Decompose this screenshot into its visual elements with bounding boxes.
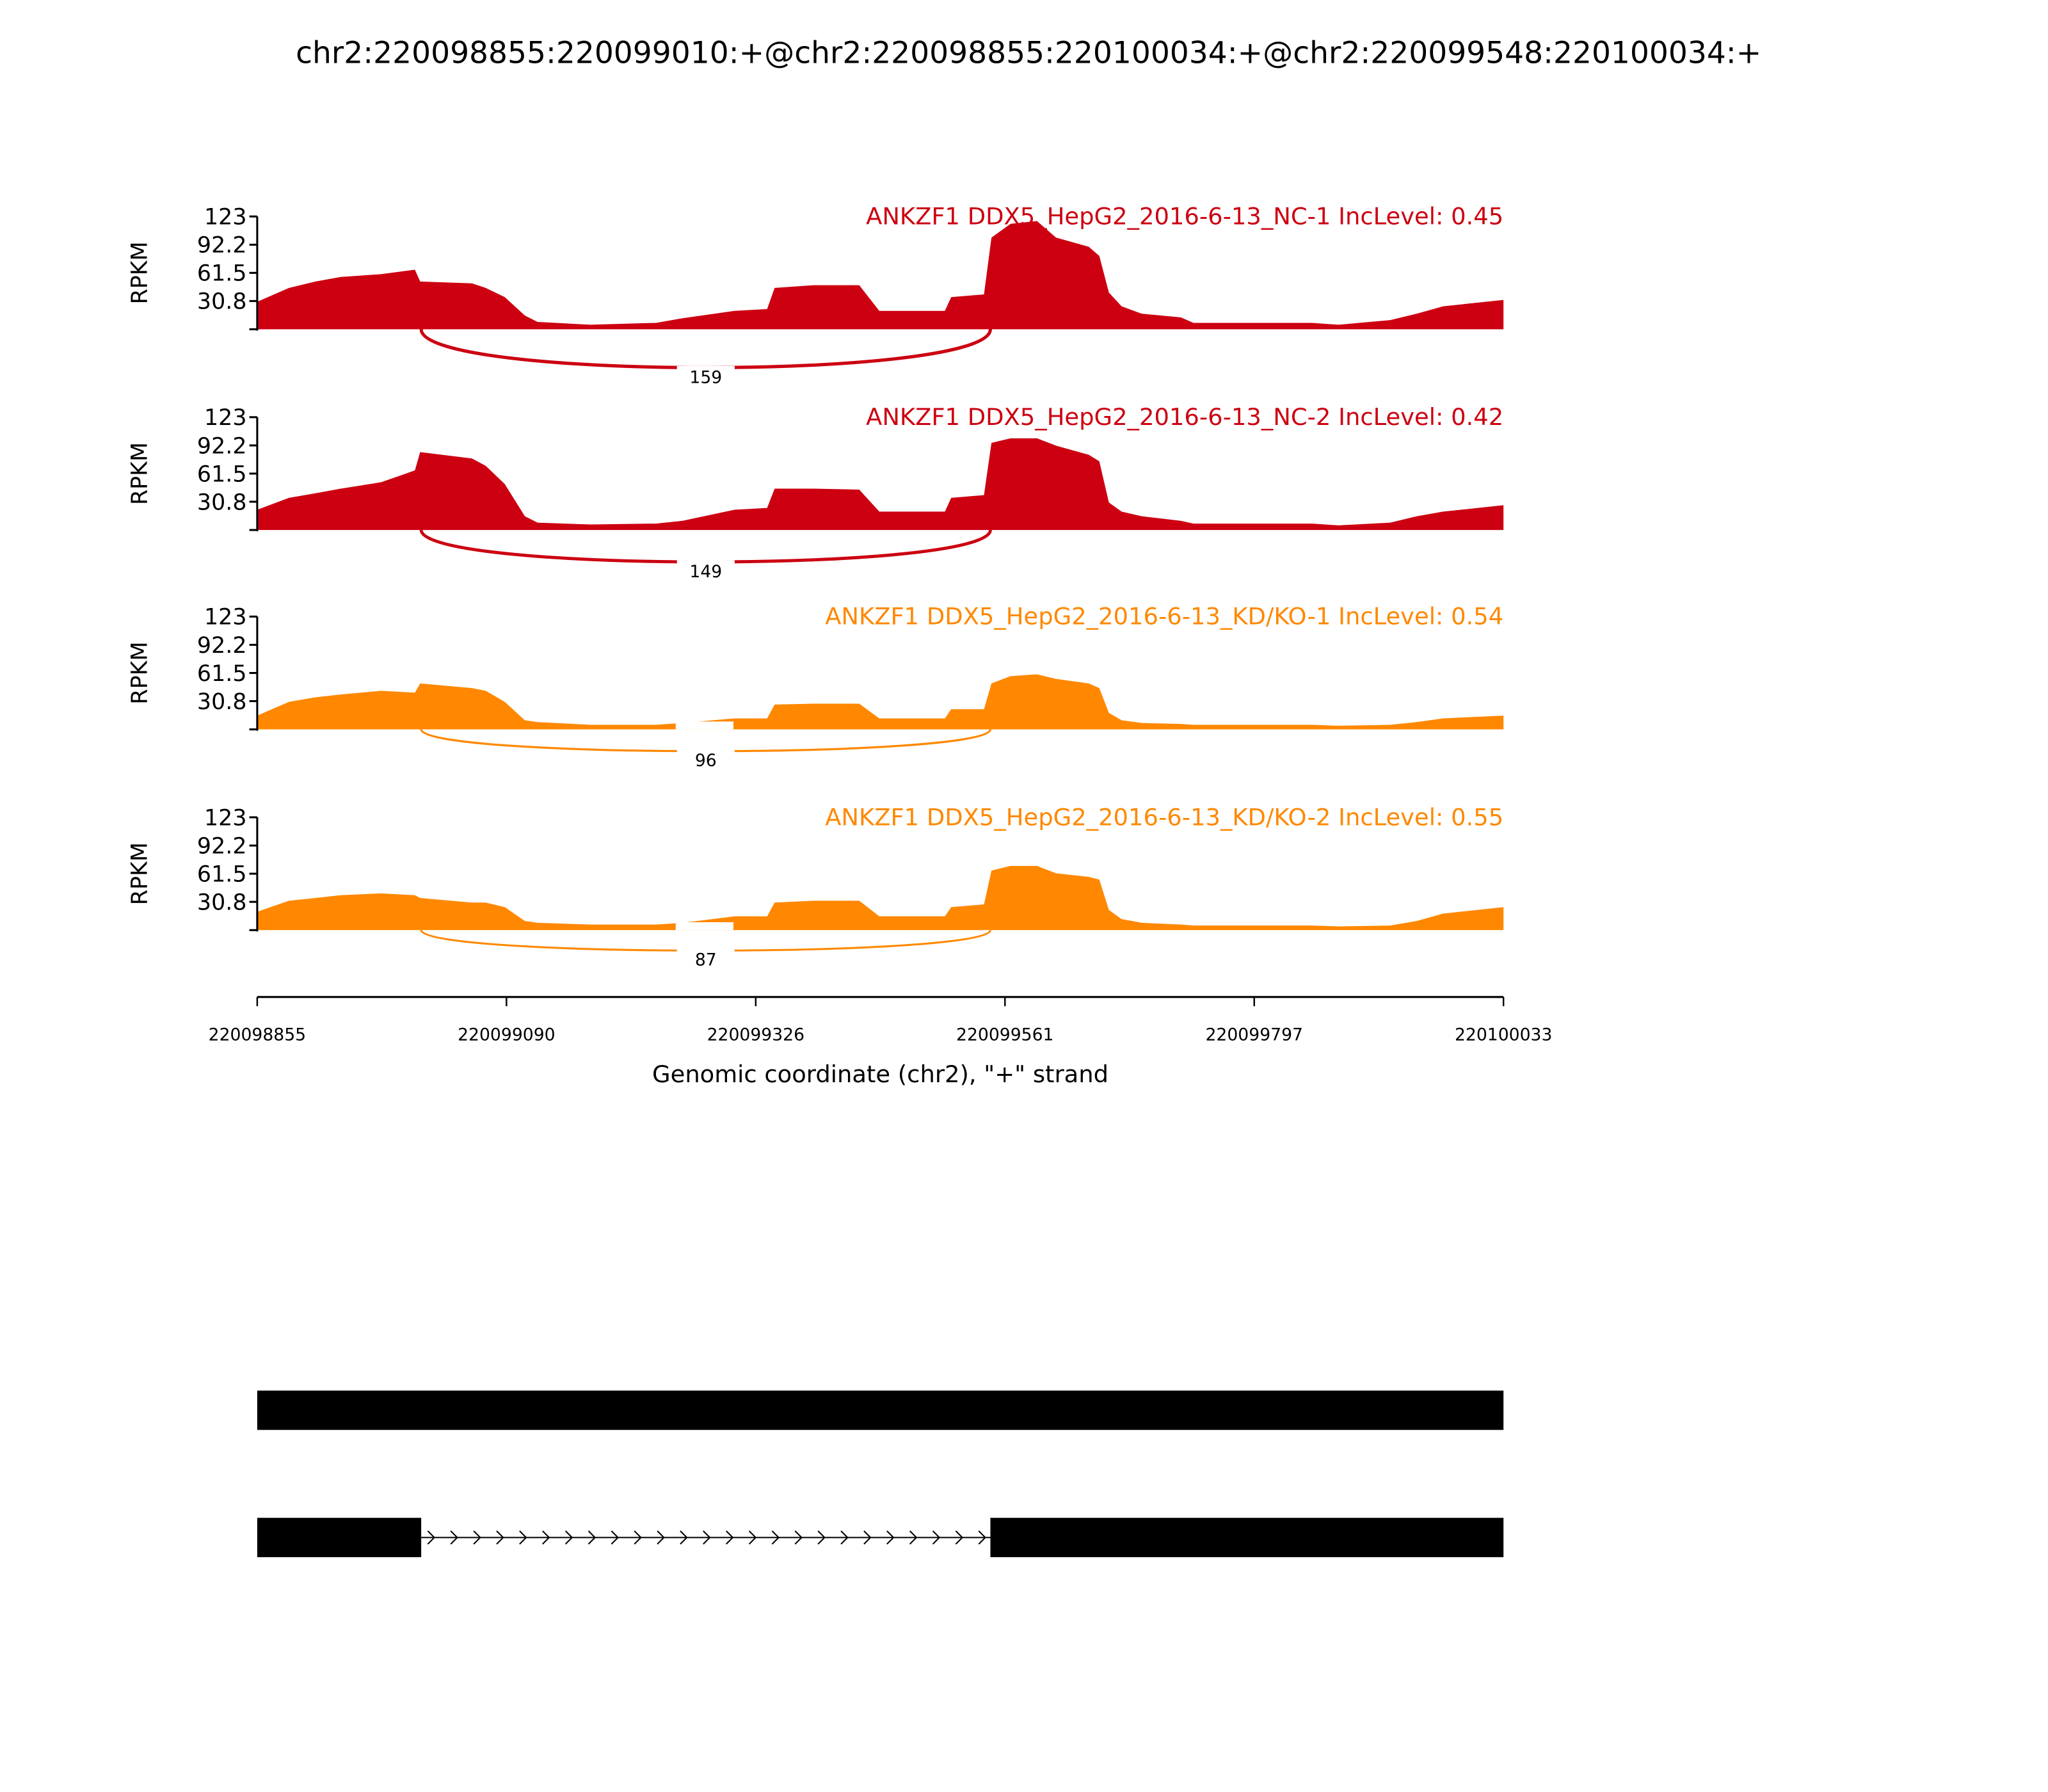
strand-arrow-icon bbox=[771, 1530, 780, 1545]
junction-label-bg bbox=[675, 721, 733, 730]
strand-arrow-icon bbox=[703, 1530, 711, 1545]
y-tick-label: 61.5 bbox=[197, 261, 247, 287]
strand-arrow-icon bbox=[564, 1530, 573, 1545]
chart-title: chr2:220098855:220099010:+@chr2:22009885… bbox=[296, 35, 1761, 70]
junction-label-bg bbox=[675, 922, 733, 931]
gene-model bbox=[257, 1517, 1504, 1558]
coverage-panel: 30.861.592.2 123 RPKM ANKZF1 DDX5_HepG2_201… bbox=[127, 203, 1504, 388]
y-tick-label: 61.5 bbox=[197, 461, 247, 487]
strand-arrow-icon bbox=[817, 1530, 826, 1545]
x-tick-label: 220098855 bbox=[209, 1025, 306, 1044]
y-tick-label: 30.8 bbox=[197, 490, 247, 515]
strand-arrow-icon bbox=[450, 1530, 458, 1545]
exon bbox=[257, 1390, 1504, 1430]
strand-arrow-icon bbox=[909, 1530, 918, 1545]
junction-arc bbox=[420, 929, 992, 952]
y-tick-label: 92.2 bbox=[197, 433, 247, 459]
junction-label-bg bbox=[676, 365, 735, 387]
x-tick-label: 220099090 bbox=[458, 1025, 555, 1044]
strand-arrow-icon bbox=[611, 1530, 620, 1545]
y-tick-label: 92.2 bbox=[197, 633, 247, 659]
y-tick-label: 30.8 bbox=[197, 289, 247, 315]
x-tick-label: 220099797 bbox=[1206, 1025, 1303, 1044]
y-tick-label: 61.5 bbox=[197, 661, 247, 687]
junction-arc bbox=[419, 529, 992, 564]
x-tick-label: 220099561 bbox=[956, 1025, 1053, 1044]
strand-arrow-icon bbox=[794, 1530, 803, 1545]
y-axis-label: RPKM bbox=[127, 641, 153, 704]
strand-arrow-icon bbox=[886, 1530, 895, 1545]
strand-arrow-icon bbox=[657, 1530, 665, 1545]
x-tick-label: 220099326 bbox=[707, 1025, 804, 1044]
junction-count: 159 bbox=[689, 368, 722, 388]
coverage-area bbox=[257, 438, 1504, 531]
strand-arrow-icon bbox=[680, 1530, 688, 1545]
strand-arrow-icon bbox=[473, 1530, 481, 1545]
strand-arrow-icon bbox=[427, 1530, 436, 1545]
panel-title: ANKZF1 DDX5_HepG2_2016-6-13_NC-1 IncLeve… bbox=[866, 203, 1503, 230]
strand-arrow-icon bbox=[840, 1530, 849, 1545]
strand-arrow-icon bbox=[496, 1530, 504, 1545]
coverage-area bbox=[257, 674, 1504, 730]
y-tick-label: 61.5 bbox=[197, 861, 247, 887]
y-tick-label: 92.2 bbox=[197, 233, 247, 259]
strand-arrow-icon bbox=[542, 1530, 550, 1545]
y-tick-label: 30.8 bbox=[197, 689, 247, 715]
y-tick-label: 30.8 bbox=[197, 890, 247, 915]
junction-label-bg bbox=[676, 948, 735, 970]
y-tick-label: 123 bbox=[204, 405, 246, 431]
junction-count: 96 bbox=[695, 751, 717, 771]
strand-arrow-icon bbox=[634, 1530, 642, 1545]
x-axis: 220098855 220099090 220099326 220099561 2200… bbox=[209, 996, 1552, 1044]
junction-arc bbox=[419, 328, 993, 369]
junction-count: 149 bbox=[689, 562, 722, 582]
coverage-area bbox=[257, 866, 1504, 931]
strand-arrow-icon bbox=[588, 1530, 596, 1545]
strand-arrow-icon bbox=[748, 1530, 757, 1545]
strand-arrow-icon bbox=[863, 1530, 872, 1545]
x-tick-label: 220100033 bbox=[1455, 1025, 1552, 1044]
y-tick-label: 123 bbox=[204, 605, 246, 630]
panel-title: ANKZF1 DDX5_HepG2_2016-6-13_KD/KO-1 IncL… bbox=[825, 603, 1503, 630]
y-tick-label: 123 bbox=[204, 205, 246, 230]
y-tick-label: 92.2 bbox=[197, 833, 247, 859]
junction-count: 87 bbox=[695, 950, 717, 970]
strand-arrow-icon bbox=[955, 1530, 964, 1545]
gene-models bbox=[257, 1390, 1504, 1558]
junction-label-bg bbox=[676, 749, 735, 771]
y-tick-label: 123 bbox=[204, 805, 246, 831]
x-axis-label: Genomic coordinate (chr2), "+" strand bbox=[652, 1060, 1108, 1088]
y-axis-label: RPKM bbox=[127, 241, 153, 304]
panel-title: ANKZF1 DDX5_HepG2_2016-6-13_NC-2 IncLeve… bbox=[866, 403, 1503, 431]
panel-title: ANKZF1 DDX5_HepG2_2016-6-13_KD/KO-2 IncL… bbox=[825, 803, 1503, 831]
strand-arrow-icon bbox=[725, 1530, 734, 1545]
junction-label-bg bbox=[676, 560, 735, 582]
strand-arrow-icon bbox=[519, 1530, 527, 1545]
strand-arrow-icon bbox=[978, 1530, 986, 1545]
y-axis-label: RPKM bbox=[127, 442, 153, 505]
gene-model bbox=[257, 1390, 1504, 1430]
exon bbox=[257, 1517, 422, 1558]
coverage-area bbox=[257, 221, 1504, 330]
coverage-panel: 30.861.592.2 123 RPKM ANKZF1 DDX5_HepG2_201… bbox=[127, 603, 1504, 771]
strand-arrow-icon bbox=[932, 1530, 941, 1545]
y-axis-label: RPKM bbox=[127, 842, 153, 905]
junction-arc bbox=[420, 728, 992, 753]
exon bbox=[990, 1517, 1504, 1558]
